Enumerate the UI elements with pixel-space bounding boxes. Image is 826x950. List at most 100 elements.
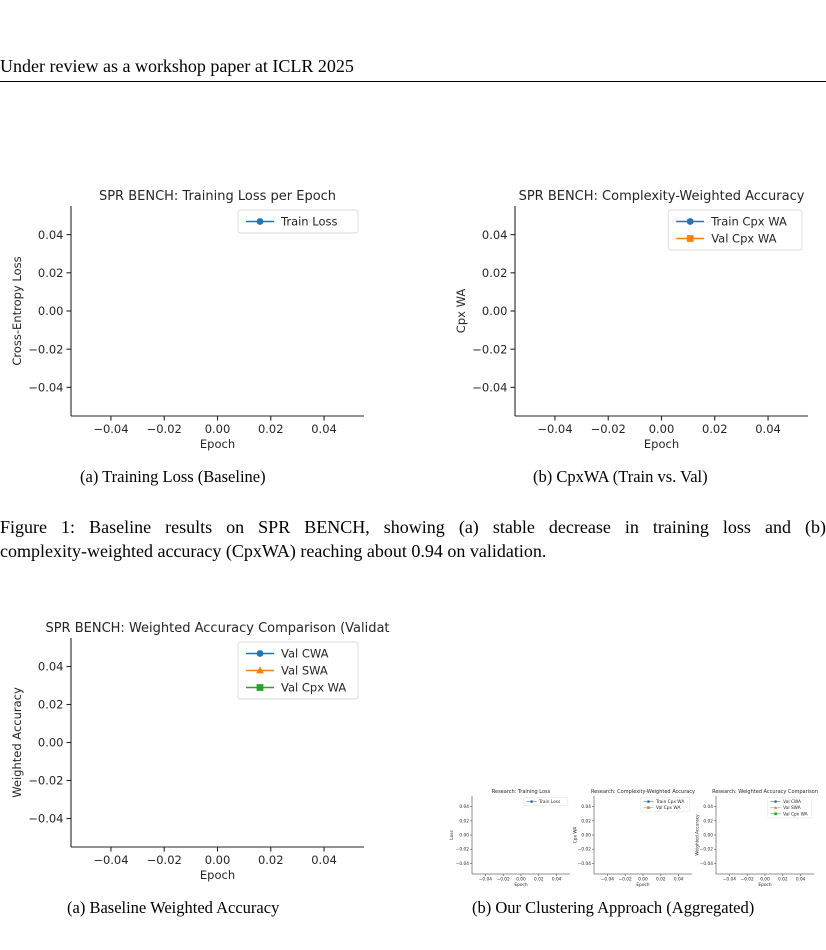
chart-agg_cpx-x-tick-label: 0.02 [656, 877, 666, 883]
chart-loss-x-tick-label: 0.02 [258, 422, 284, 436]
chart-aggregated-weighted-accuracy: Research: Weighted Accuracy Comparison −0… [694, 789, 818, 888]
chart-agg_loss-y-label: Loss [449, 830, 455, 840]
chart-loss-y-tick-label: 0.04 [38, 228, 64, 242]
chart-agg_cpx-x-tick-label: −0.02 [619, 877, 632, 883]
subcaption-b-top: (b) CpxWA (Train vs. Val) [533, 467, 708, 486]
chart-agg_wacc-legend-label: Val SWA [783, 805, 801, 811]
chart-cpxwa-title: SPR BENCH: Complexity-Weighted Accuracy [519, 189, 805, 204]
chart-agg_cpx-legend-marker [647, 806, 650, 810]
chart-cpxwa-x-tick-label: −0.04 [537, 422, 572, 436]
chart-agg_loss-title: Research: Training Loss [492, 789, 551, 795]
chart-cpxwa-y-tick-label: −0.04 [472, 381, 507, 395]
chart-agg_cpx-title: Research: Complexity-Weighted Accuracy [591, 789, 695, 795]
chart-loss-legend [237, 209, 359, 234]
chart-agg_loss-y-tick-label: 0.00 [459, 833, 469, 839]
chart-wacc-y-tick-label: 0.00 [38, 736, 64, 750]
chart-complexity-weighted-accuracy: SPR BENCH: Complexity-Weighted Accuracy −… [454, 189, 808, 451]
chart-agg_cpx-y-tick-label: 0.04 [581, 804, 591, 810]
chart-agg_wacc-y-tick-label: 0.02 [703, 818, 713, 824]
chart-agg_loss-x-tick-label: 0.00 [516, 877, 526, 883]
chart-wacc-y-label: Weighted Accuracy [10, 687, 24, 798]
chart-agg_cpx-legend-marker [647, 800, 650, 803]
chart-agg_cpx-x-tick-label: −0.04 [601, 877, 614, 883]
chart-cpxwa-x-tick-label: 0.02 [702, 422, 728, 436]
chart-training-loss: SPR BENCH: Training Loss per Epoch −0.04 −… [10, 189, 364, 451]
chart-agg_wacc-y-tick-label: 0.04 [703, 804, 713, 810]
chart-wacc-y-tick-label: 0.04 [38, 660, 64, 674]
chart-agg_cpx-x-tick-label: 0.00 [638, 877, 648, 883]
chart-cpxwa-x-label: Epoch [644, 437, 679, 451]
chart-agg_loss-y-tick-label: −0.04 [456, 861, 469, 867]
chart-agg_loss-x-tick-label: −0.04 [479, 877, 492, 883]
chart-cpxwa-legend-marker [686, 235, 694, 242]
chart-wacc-x-tick-label: 0.00 [205, 853, 231, 867]
chart-cpxwa-x-tick-label: 0.00 [649, 422, 675, 436]
chart-agg_cpx-y-tick-label: 0.00 [581, 833, 591, 839]
chart-cpxwa-y-tick-label: 0.02 [482, 266, 508, 280]
chart-wacc-x-tick-label: −0.02 [147, 853, 182, 867]
chart-agg_wacc-y-tick-label: 0.00 [703, 833, 713, 839]
chart-loss-y-label: Cross-Entropy Loss [10, 256, 24, 365]
chart-loss-y-tick-label: 0.02 [38, 266, 64, 280]
chart-agg_loss-legend [523, 797, 569, 806]
chart-agg_cpx-legend [640, 797, 691, 813]
chart-cpxwa-y-label: Cpx WA [454, 289, 468, 334]
chart-wacc-y-tick-label: −0.04 [28, 812, 63, 826]
figure-1-caption-line-1: Figure 1: Baseline results on SPR BENCH,… [0, 517, 826, 537]
chart-agg_wacc-legend-label: Val Cpx WA [783, 811, 807, 817]
chart-cpxwa-legend-marker [686, 218, 694, 225]
chart-agg_cpx-y-tick-label: 0.02 [581, 818, 591, 824]
chart-agg_loss-y-tick-label: 0.04 [459, 804, 469, 810]
chart-agg_loss-x-tick-label: 0.04 [552, 877, 562, 883]
chart-agg_loss-x-tick-label: 0.02 [534, 877, 544, 883]
chart-wacc-title: SPR BENCH: Weighted Accuracy Comparison … [45, 621, 389, 636]
chart-agg_wacc-y-tick-label: −0.04 [700, 861, 713, 867]
chart-agg_wacc-legend-label: Val CWA [783, 799, 801, 805]
chart-agg_cpx-x-tick-label: 0.04 [674, 877, 684, 883]
chart-wacc-legend-label: Val SWA [281, 664, 328, 678]
subcaption-a-top: (a) Training Loss (Baseline) [80, 467, 266, 486]
chart-cpxwa-x-tick-label: −0.02 [591, 422, 626, 436]
chart-agg_loss-y-tick-label: −0.02 [456, 847, 469, 853]
chart-agg_wacc-legend [767, 797, 813, 819]
chart-aggregated-training-loss: Research: Training Loss −0.04 −0.02 0.00 0.0… [449, 789, 570, 888]
chart-agg_wacc-x-tick-label: 0.02 [778, 877, 788, 883]
chart-loss-y-tick-label: −0.04 [28, 381, 63, 395]
chart-loss-x-tick-label: −0.04 [93, 422, 128, 436]
chart-agg_cpx-y-label: Cpx WA [572, 827, 578, 844]
chart-cpxwa-legend-label: Train Cpx WA [710, 215, 787, 229]
chart-wacc-y-tick-label: 0.02 [38, 698, 64, 712]
chart-agg_loss-y-tick-label: 0.02 [459, 818, 469, 824]
chart-loss-y-tick-label: 0.00 [38, 304, 64, 318]
chart-cpxwa-legend [667, 209, 803, 251]
chart-loss-legend-label: Train Loss [280, 215, 337, 229]
chart-loss-x-tick-label: −0.02 [147, 422, 182, 436]
chart-agg_loss-legend-label: Train Loss [538, 799, 561, 805]
subcaption-b-bottom: (b) Our Clustering Approach (Aggregated) [472, 898, 755, 917]
chart-agg_cpx-y-tick-label: −0.02 [578, 847, 591, 853]
chart-agg_wacc-x-tick-label: −0.04 [723, 877, 736, 883]
chart-cpxwa-y-tick-label: 0.04 [482, 228, 508, 242]
chart-agg_cpx-legend-label: Train Cpx WA [655, 799, 684, 805]
chart-agg_wacc-x-tick-label: −0.02 [741, 877, 754, 883]
chart-loss-y-tick-label: −0.02 [28, 342, 63, 356]
chart-agg_wacc-legend-marker [774, 806, 778, 809]
chart-loss-title: SPR BENCH: Training Loss per Epoch [99, 189, 336, 204]
chart-wacc-legend [237, 641, 359, 700]
chart-agg_wacc-legend-marker [774, 812, 777, 816]
chart-agg_wacc-y-tick-label: −0.02 [700, 847, 713, 853]
chart-loss-legend-marker [256, 218, 264, 225]
chart-cpxwa-y-tick-label: 0.00 [482, 304, 508, 318]
chart-agg_loss-legend-marker [530, 800, 533, 803]
chart-wacc-legend-label: Val CWA [281, 647, 329, 661]
chart-wacc-legend-marker [256, 684, 264, 691]
chart-agg_wacc-legend-marker [774, 800, 777, 803]
chart-agg_wacc-y-label: Weighted Accuracy [694, 814, 700, 856]
chart-wacc-x-tick-label: −0.04 [93, 853, 128, 867]
header-rule [0, 81, 826, 82]
chart-weighted-accuracy-comparison: SPR BENCH: Weighted Accuracy Comparison … [10, 621, 389, 882]
chart-agg_wacc-x-tick-label: 0.04 [796, 877, 806, 883]
chart-agg_cpx-legend-label: Val Cpx WA [656, 805, 680, 811]
chart-cpxwa-y-tick-label: −0.02 [472, 342, 507, 356]
subcaption-a-bottom: (a) Baseline Weighted Accuracy [67, 898, 280, 917]
